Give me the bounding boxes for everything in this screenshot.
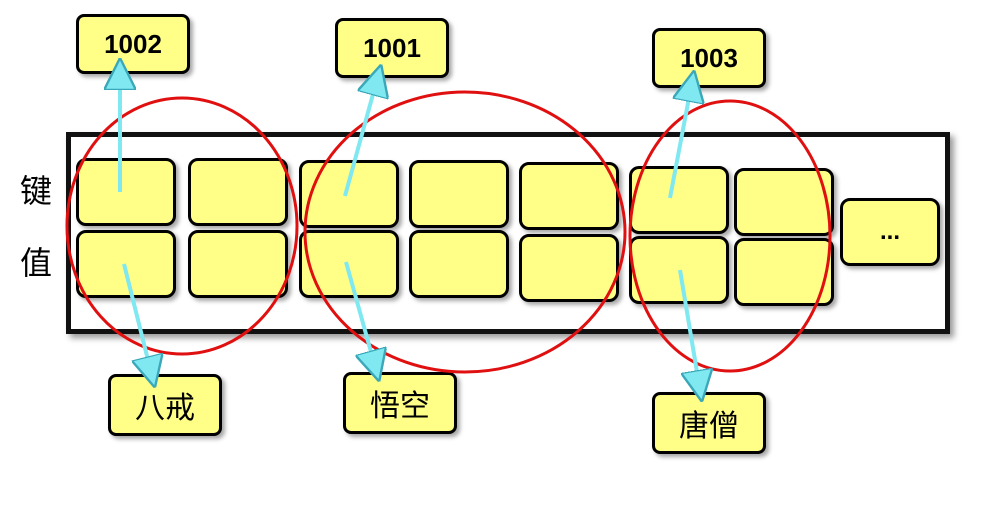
key-cell [519,162,619,230]
value-cell [734,238,834,306]
key-row-label: 键 [20,172,53,210]
ellipsis-cell: ... [840,198,940,266]
key-cell [188,158,288,226]
value-cell [76,230,176,298]
value-tag-tangseng: 唐僧 [652,392,766,454]
key-cell [629,166,729,234]
value-cell [188,230,288,298]
key-cell [299,160,399,228]
key-cell [409,160,509,228]
value-tag-bajie: 八戒 [108,374,222,436]
value-cell [299,230,399,298]
value-row-label: 值 [20,244,53,282]
value-cell [409,230,509,298]
key-cell [76,158,176,226]
key-tag-1001: 1001 [335,18,449,78]
key-tag-1003: 1003 [652,28,766,88]
value-cell [519,234,619,302]
key-tag-1002: 1002 [76,14,190,74]
value-cell [629,236,729,304]
key-cell [734,168,834,236]
value-tag-wukong: 悟空 [343,372,457,434]
